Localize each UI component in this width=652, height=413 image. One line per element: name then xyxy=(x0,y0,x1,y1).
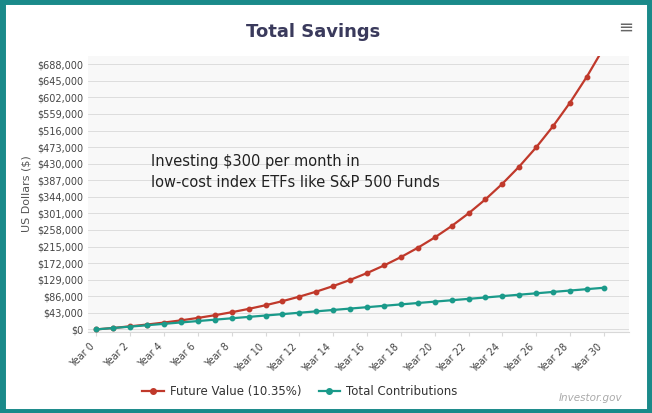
Y-axis label: US Dollars ($): US Dollars ($) xyxy=(22,156,31,233)
Future Value (10.35%) xyxy=(160,320,168,325)
Total Contributions xyxy=(515,292,523,297)
Future Value (10.35%) xyxy=(549,123,557,128)
Total Contributions xyxy=(160,321,168,326)
Future Value (10.35%) xyxy=(143,322,151,327)
Line: Total Contributions: Total Contributions xyxy=(95,285,606,332)
Total Contributions xyxy=(465,297,473,301)
Total Contributions xyxy=(126,324,134,329)
Total Contributions xyxy=(211,317,219,322)
Total Contributions xyxy=(93,327,100,332)
Future Value (10.35%) xyxy=(566,100,574,105)
Future Value (10.35%) xyxy=(278,299,286,304)
Future Value (10.35%) xyxy=(312,289,320,294)
Future Value (10.35%) xyxy=(465,211,473,216)
Total Contributions xyxy=(549,290,557,294)
Total Contributions xyxy=(110,325,117,330)
Future Value (10.35%) xyxy=(414,245,422,250)
Future Value (10.35%) xyxy=(126,324,134,329)
Total Contributions xyxy=(498,294,506,299)
Future Value (10.35%) xyxy=(600,45,608,50)
Future Value (10.35%) xyxy=(211,313,219,318)
Total Contributions xyxy=(295,310,303,315)
Future Value (10.35%) xyxy=(244,306,252,311)
Future Value (10.35%) xyxy=(346,278,354,282)
Total Contributions xyxy=(380,303,388,308)
Total Contributions xyxy=(278,312,286,317)
Total Contributions xyxy=(414,301,422,306)
Total Contributions xyxy=(228,316,235,321)
Future Value (10.35%) xyxy=(363,271,371,275)
Total Contributions xyxy=(583,287,591,292)
Text: Investing $300 per month in
low-cost index ETFs like S&P 500 Funds: Investing $300 per month in low-cost ind… xyxy=(151,154,439,190)
Future Value (10.35%) xyxy=(498,181,506,186)
Total Contributions xyxy=(431,299,439,304)
Total Contributions xyxy=(363,305,371,310)
Future Value (10.35%) xyxy=(110,325,117,330)
Future Value (10.35%) xyxy=(93,327,100,332)
Total Contributions xyxy=(482,295,490,300)
Text: Total Savings: Total Savings xyxy=(246,23,380,41)
Future Value (10.35%) xyxy=(448,223,456,228)
Future Value (10.35%) xyxy=(397,255,405,260)
Total Contributions xyxy=(329,308,337,313)
Future Value (10.35%) xyxy=(515,164,523,169)
Future Value (10.35%) xyxy=(177,318,185,323)
Total Contributions xyxy=(448,298,456,303)
Total Contributions xyxy=(600,285,608,290)
Total Contributions xyxy=(194,318,202,323)
Total Contributions xyxy=(346,306,354,311)
Total Contributions xyxy=(532,291,540,296)
Future Value (10.35%) xyxy=(228,310,235,315)
Legend: Future Value (10.35%), Total Contributions: Future Value (10.35%), Total Contributio… xyxy=(138,380,462,403)
Total Contributions xyxy=(177,320,185,325)
Future Value (10.35%) xyxy=(261,303,269,308)
Future Value (10.35%) xyxy=(295,294,303,299)
Future Value (10.35%) xyxy=(532,145,540,150)
Future Value (10.35%) xyxy=(194,316,202,320)
Total Contributions xyxy=(261,313,269,318)
Total Contributions xyxy=(312,309,320,314)
Total Contributions xyxy=(566,288,574,293)
Future Value (10.35%) xyxy=(583,74,591,79)
Future Value (10.35%) xyxy=(380,263,388,268)
Future Value (10.35%) xyxy=(329,284,337,289)
Text: ≡: ≡ xyxy=(619,19,634,37)
Total Contributions xyxy=(143,323,151,328)
Total Contributions xyxy=(244,314,252,319)
Total Contributions xyxy=(397,302,405,307)
Future Value (10.35%) xyxy=(482,197,490,202)
Line: Future Value (10.35%): Future Value (10.35%) xyxy=(95,45,606,332)
Future Value (10.35%) xyxy=(431,235,439,240)
Text: Investor.gov: Investor.gov xyxy=(559,393,623,403)
